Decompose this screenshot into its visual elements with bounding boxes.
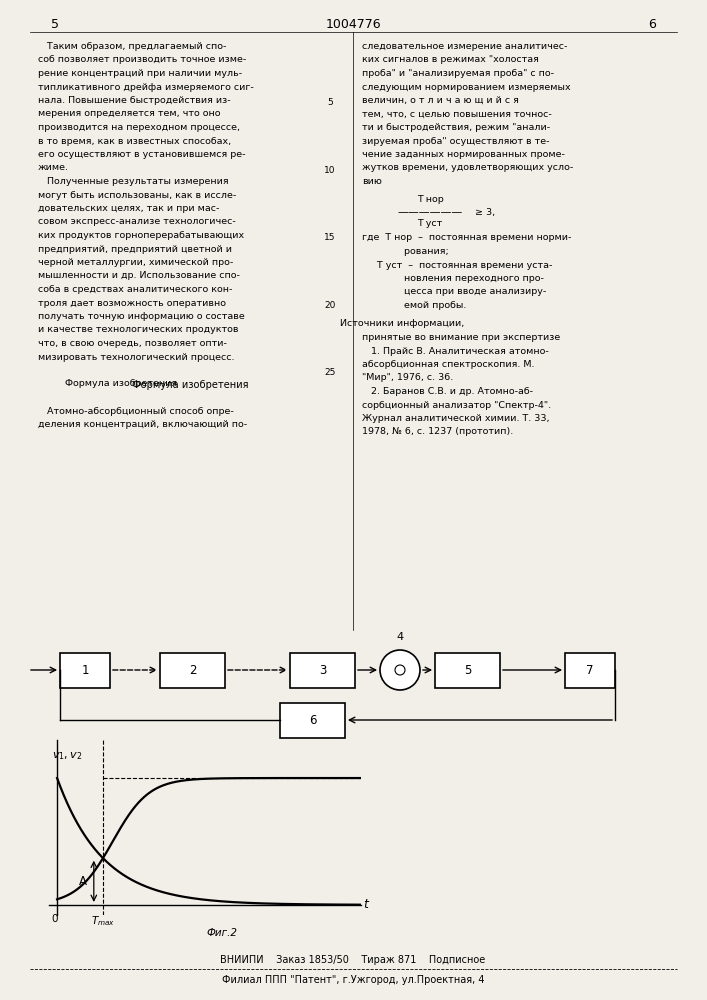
Text: предприятий, предприятий цветной и: предприятий, предприятий цветной и: [38, 244, 232, 253]
Text: $v_1, v_2$: $v_1, v_2$: [52, 750, 82, 762]
Text: $t$: $t$: [363, 898, 370, 911]
Text: жиме.: жиме.: [38, 163, 69, 172]
Text: рение концентраций при наличии муль-: рение концентраций при наличии муль-: [38, 69, 242, 78]
Text: величин, о т л и ч а ю щ и й с я: величин, о т л и ч а ю щ и й с я: [362, 96, 519, 105]
Text: получать точную информацию о составе: получать точную информацию о составе: [38, 312, 245, 321]
Text: 1978, № 6, с. 1237 (прототип).: 1978, № 6, с. 1237 (прототип).: [362, 428, 513, 436]
Text: вию: вию: [362, 177, 382, 186]
Text: T уст: T уст: [417, 219, 443, 228]
Text: 3: 3: [319, 664, 326, 677]
Text: Источники информации,: Источники информации,: [340, 320, 464, 328]
Circle shape: [380, 650, 420, 690]
Text: Филиал ППП "Патент", г.Ужгород, ул.Проектная, 4: Филиал ППП "Патент", г.Ужгород, ул.Проек…: [222, 975, 484, 985]
Text: деления концентраций, включающий по-: деления концентраций, включающий по-: [38, 420, 247, 429]
Text: цесса при вводе анализиру-: цесса при вводе анализиру-: [362, 288, 547, 296]
Polygon shape: [160, 653, 225, 688]
Text: емой пробы.: емой пробы.: [362, 301, 467, 310]
Polygon shape: [280, 703, 345, 738]
Text: производится на переходном процессе,: производится на переходном процессе,: [38, 123, 240, 132]
Text: 5: 5: [464, 664, 471, 677]
Polygon shape: [60, 653, 110, 688]
Text: Таким образом, предлагаемый спо-: Таким образом, предлагаемый спо-: [38, 42, 226, 51]
Text: 5: 5: [327, 98, 333, 107]
Text: Фиг.1: Фиг.1: [302, 749, 333, 759]
Text: соб позволяет производить точное изме-: соб позволяет производить точное изме-: [38, 55, 246, 64]
Polygon shape: [290, 653, 355, 688]
Text: что, в свою очередь, позволяет опти-: что, в свою очередь, позволяет опти-: [38, 339, 227, 348]
Text: 10: 10: [325, 166, 336, 175]
Text: 2. Баранов С.В. и др. Атомно-аб-: 2. Баранов С.В. и др. Атомно-аб-: [362, 387, 533, 396]
Text: 25: 25: [325, 368, 336, 377]
Text: Формула изобретения: Формула изобретения: [132, 379, 248, 389]
Text: следующим нормированием измеряемых: следующим нормированием измеряемых: [362, 83, 571, 92]
Text: Фиг.2: Фиг.2: [206, 928, 237, 938]
Text: черной металлургии, химической про-: черной металлургии, химической про-: [38, 258, 233, 267]
Text: A: A: [78, 875, 86, 888]
Text: типликативного дрейфа измеряемого сиг-: типликативного дрейфа измеряемого сиг-: [38, 83, 254, 92]
Text: его осуществляют в установившемся ре-: его осуществляют в установившемся ре-: [38, 150, 245, 159]
Text: жутков времени, удовлетворяющих усло-: жутков времени, удовлетворяющих усло-: [362, 163, 573, 172]
Text: соба в средствах аналитического кон-: соба в средствах аналитического кон-: [38, 285, 233, 294]
Text: проба" и "анализируемая проба" с по-: проба" и "анализируемая проба" с по-: [362, 69, 554, 78]
Text: довательских целях, так и при мас-: довательских целях, так и при мас-: [38, 204, 219, 213]
Text: в то время, как в известных способах,: в то время, как в известных способах,: [38, 136, 231, 145]
Text: Полученные результаты измерения: Полученные результаты измерения: [38, 177, 228, 186]
Text: 4: 4: [397, 632, 404, 642]
Text: чение заданных нормированных проме-: чение заданных нормированных проме-: [362, 150, 565, 159]
Text: могут быть использованы, как в иссле-: могут быть использованы, как в иссле-: [38, 190, 236, 200]
Text: мизировать технологический процесс.: мизировать технологический процесс.: [38, 353, 235, 361]
Text: Журнал аналитической химии. Т. 33,: Журнал аналитической химии. Т. 33,: [362, 414, 549, 423]
Text: T нор: T нор: [416, 196, 443, 205]
Text: где  T нор  –  постоянная времени норми-: где T нор – постоянная времени норми-: [362, 233, 571, 242]
Text: T уст  –  постоянная времени уста-: T уст – постоянная времени уста-: [362, 260, 552, 269]
Text: ти и быстродействия, режим "анали-: ти и быстродействия, режим "анали-: [362, 123, 550, 132]
Text: ——————: ——————: [397, 208, 462, 218]
Text: 1: 1: [81, 664, 89, 677]
Text: новления переходного про-: новления переходного про-: [362, 274, 544, 283]
Text: принятые во внимание при экспертизе: принятые во внимание при экспертизе: [362, 333, 560, 342]
Circle shape: [395, 665, 405, 675]
Text: Формула изобретения: Формула изобретения: [38, 379, 177, 388]
Text: мерения определяется тем, что оно: мерения определяется тем, что оно: [38, 109, 221, 118]
Text: $T_{max}$: $T_{max}$: [90, 914, 115, 928]
Text: тем, что, с целью повышения точнос-: тем, что, с целью повышения точнос-: [362, 109, 551, 118]
Text: 5: 5: [51, 18, 59, 31]
Text: Атомно-абсорбционный способ опре-: Атомно-абсорбционный способ опре-: [38, 406, 234, 416]
Polygon shape: [565, 653, 615, 688]
Text: ≥ 3,: ≥ 3,: [475, 208, 495, 217]
Text: троля дает возможность оперативно: троля дает возможность оперативно: [38, 298, 226, 308]
Text: нала. Повышение быстродействия из-: нала. Повышение быстродействия из-: [38, 96, 230, 105]
Text: 6: 6: [648, 18, 656, 31]
Text: следовательное измерение аналитичес-: следовательное измерение аналитичес-: [362, 42, 568, 51]
Text: 15: 15: [325, 233, 336, 242]
Text: ких продуктов горноперерабатывающих: ких продуктов горноперерабатывающих: [38, 231, 244, 240]
Text: 0: 0: [52, 914, 58, 924]
Text: 7: 7: [586, 664, 594, 677]
Text: рования;: рования;: [362, 247, 449, 256]
Text: 20: 20: [325, 301, 336, 310]
Text: сорбционный анализатор "Спектр-4".: сорбционный анализатор "Спектр-4".: [362, 400, 551, 410]
Text: совом экспресс-анализе технологичес-: совом экспресс-анализе технологичес-: [38, 218, 235, 227]
Text: ВНИИПИ    Заказ 1853/50    Тираж 871    Подписное: ВНИИПИ Заказ 1853/50 Тираж 871 Подписное: [221, 955, 486, 965]
Text: 1. Прайс В. Аналитическая атомно-: 1. Прайс В. Аналитическая атомно-: [362, 347, 549, 356]
Text: ких сигналов в режимах "холостая: ких сигналов в режимах "холостая: [362, 55, 539, 64]
Text: и качестве технологических продуктов: и качестве технологических продуктов: [38, 326, 238, 334]
Text: зируемая проба" осуществляют в те-: зируемая проба" осуществляют в те-: [362, 136, 549, 145]
Text: 2: 2: [189, 664, 197, 677]
Text: "Мир", 1976, с. 36.: "Мир", 1976, с. 36.: [362, 373, 453, 382]
Text: мышленности и др. Использование спо-: мышленности и др. Использование спо-: [38, 271, 240, 280]
Text: абсорбционная спектроскопия. М.: абсорбционная спектроскопия. М.: [362, 360, 534, 369]
Text: 1004776: 1004776: [325, 18, 381, 31]
Text: 6: 6: [309, 714, 316, 727]
Polygon shape: [435, 653, 500, 688]
